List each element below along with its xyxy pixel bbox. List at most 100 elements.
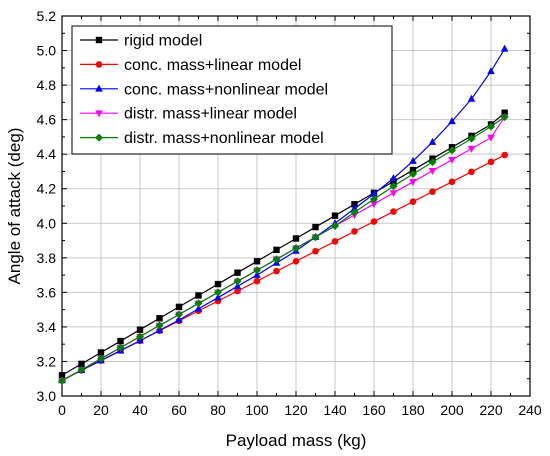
legend-label: rigid model (124, 33, 202, 50)
data-point (428, 158, 437, 167)
data-point (253, 258, 261, 265)
data-point (467, 94, 476, 102)
data-point (156, 315, 163, 322)
x-axis-title: Payload mass (kg) (226, 431, 367, 450)
data-point (350, 208, 359, 217)
data-point (448, 156, 456, 164)
data-point (350, 204, 359, 212)
data-point (487, 122, 495, 131)
data-point (409, 198, 417, 205)
data-point (253, 277, 261, 285)
data-point (487, 134, 495, 142)
x-tick-label: 140 (323, 402, 347, 418)
legend-item: distr. mass+linear model (80, 106, 297, 123)
y-tick-label: 5.0 (37, 43, 57, 59)
data-point (311, 233, 320, 242)
data-point (292, 244, 300, 253)
data-point (390, 178, 397, 185)
data-point (175, 315, 183, 323)
x-tick-label: 120 (284, 402, 308, 418)
data-point (195, 292, 202, 299)
data-point (116, 343, 125, 352)
data-point (500, 113, 509, 122)
data-point (77, 365, 86, 374)
data-point (233, 282, 242, 290)
data-point (389, 182, 398, 191)
x-tick-label: 20 (93, 402, 109, 418)
data-point (331, 222, 339, 231)
data-point (233, 277, 242, 286)
data-point (448, 146, 456, 155)
y-tick-label: 3.0 (37, 388, 57, 404)
data-point (175, 310, 183, 319)
data-point (370, 189, 378, 197)
data-point (292, 257, 300, 265)
data-point (331, 238, 339, 245)
data-point (487, 158, 495, 166)
legend-marker (95, 133, 103, 142)
legend-box (71, 25, 393, 155)
y-tick-label: 4.2 (37, 181, 57, 197)
data-point (428, 137, 437, 145)
x-tick-label: 180 (401, 402, 425, 418)
data-point (448, 117, 456, 125)
series-line (61, 48, 506, 381)
x-tick-label: 240 (518, 402, 542, 418)
data-point (253, 266, 261, 275)
y-tick-label: 4.8 (37, 77, 57, 93)
data-point (58, 376, 66, 385)
legend-label: conc. mass+nonlinear model (124, 81, 328, 98)
data-point (234, 287, 241, 295)
y-axis-title: Angle of attack (deg) (5, 128, 24, 285)
data-point (78, 360, 85, 368)
series-2 (58, 151, 508, 384)
data-point (155, 321, 164, 330)
x-tick-label: 220 (479, 402, 503, 418)
series-5 (58, 113, 509, 385)
data-point (273, 246, 280, 254)
data-point (214, 293, 222, 301)
data-point (312, 247, 319, 255)
y-tick-label: 4.4 (37, 146, 57, 162)
legend-marker (95, 36, 103, 44)
x-tick-label: 60 (171, 402, 187, 418)
series-layer (58, 44, 509, 385)
series-line (61, 112, 506, 376)
data-point (390, 208, 397, 215)
data-point (194, 299, 203, 308)
data-point (194, 304, 203, 312)
data-point (409, 179, 417, 187)
data-point (501, 109, 508, 116)
data-point (467, 134, 476, 143)
data-point (468, 168, 475, 176)
data-point (389, 190, 398, 198)
data-point (175, 303, 183, 311)
legend-label: conc. mass+linear model (124, 57, 301, 74)
data-point (234, 269, 241, 276)
data-point (370, 201, 378, 209)
data-point (136, 332, 144, 341)
legend-marker (95, 61, 103, 68)
legend-label: distr. mass+linear model (124, 106, 297, 123)
y-tick-label: 3.8 (37, 250, 57, 266)
legend-item: rigid model (80, 33, 202, 50)
series-line (61, 116, 505, 382)
data-point (292, 235, 300, 242)
x-tick-label: 40 (132, 402, 148, 418)
data-point (389, 174, 398, 182)
y-tick-label: 3.4 (37, 319, 57, 335)
legend-marker (95, 84, 103, 92)
x-tick-label: 200 (440, 402, 464, 418)
data-point (370, 218, 378, 225)
x-tick-label: 0 (58, 402, 66, 418)
y-tick-label: 3.2 (37, 353, 57, 369)
x-tick-label: 100 (245, 402, 269, 418)
axis-ticks: 0 20 40 60 80 100 120 140 160 180 200 220 240 3.0 3.2 3… (37, 8, 542, 418)
y-tick-label: 4.6 (37, 112, 57, 128)
y-tick-label: 5.2 (37, 8, 57, 24)
data-point (117, 337, 124, 345)
data-point (501, 151, 508, 159)
data-point (448, 178, 456, 186)
data-point (500, 44, 509, 52)
